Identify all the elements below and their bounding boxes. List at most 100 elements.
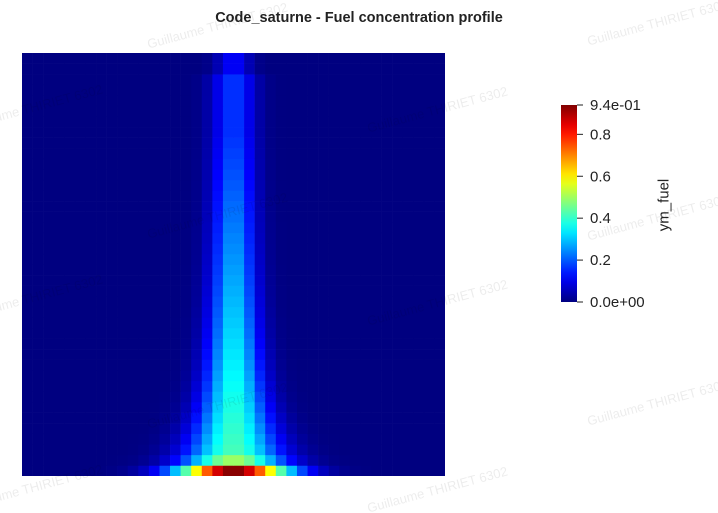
heatmap-cell [85, 95, 97, 107]
heatmap-cell [85, 401, 97, 413]
heatmap-cell [360, 285, 372, 297]
heatmap-cell [349, 190, 361, 202]
heatmap-cell [159, 370, 171, 382]
heatmap-cell [127, 296, 139, 308]
heatmap-cell [212, 391, 224, 403]
heatmap-cell [233, 296, 245, 308]
heatmap-cell [296, 285, 308, 297]
heatmap-cell [148, 211, 160, 223]
heatmap-cell [159, 444, 171, 456]
heatmap-cell [201, 211, 213, 223]
heatmap-cell [127, 401, 139, 413]
heatmap-cell [265, 327, 277, 339]
heatmap-cell [74, 370, 86, 382]
heatmap-cell [212, 349, 224, 360]
heatmap-cell [85, 53, 97, 64]
heatmap-cell [381, 95, 393, 107]
heatmap-cell [318, 401, 329, 413]
heatmap-cell [360, 148, 372, 160]
heatmap-cell [148, 433, 160, 445]
heatmap-cell [180, 317, 192, 329]
heatmap-cell [265, 264, 277, 276]
heatmap-cell [96, 201, 107, 212]
heatmap-cell [392, 148, 404, 160]
heatmap-cell [392, 179, 404, 191]
heatmap-cell [392, 243, 404, 255]
heatmap-cell [296, 380, 308, 392]
heatmap-cell [244, 264, 255, 276]
heatmap-cell [22, 285, 33, 297]
heatmap-cell [32, 391, 44, 403]
heatmap-cell [296, 401, 308, 413]
heatmap-cell [222, 454, 234, 466]
heatmap-cell [43, 338, 55, 350]
heatmap-cell [222, 53, 234, 64]
heatmap-cell [201, 285, 213, 297]
heatmap-cell [53, 253, 65, 265]
heatmap-cell [127, 370, 139, 382]
heatmap-cell [402, 211, 414, 223]
heatmap-cell [85, 338, 97, 350]
heatmap-cell [159, 74, 171, 86]
heatmap-cell [254, 359, 266, 371]
heatmap-cell [349, 211, 361, 223]
heatmap-cell [159, 349, 171, 360]
heatmap-cell [275, 264, 287, 276]
heatmap-cell [74, 275, 86, 286]
heatmap-cell [275, 95, 287, 107]
heatmap-cell [233, 253, 245, 265]
heatmap-cell [318, 179, 329, 191]
heatmap-cell [402, 380, 414, 392]
heatmap-cell [138, 338, 150, 350]
heatmap-cell [402, 264, 414, 276]
heatmap-cell [423, 179, 435, 191]
heatmap-cell [32, 190, 44, 202]
heatmap-cell [286, 105, 298, 117]
heatmap-cell [74, 148, 86, 160]
heatmap-cell [265, 444, 277, 456]
heatmap-cell [127, 412, 139, 424]
heatmap-cell [201, 454, 213, 466]
heatmap-cell [180, 105, 192, 117]
heatmap-cell [349, 423, 361, 435]
heatmap-cell [286, 264, 298, 276]
heatmap-cell [381, 243, 393, 255]
heatmap-cell [43, 116, 55, 128]
heatmap-cell [360, 391, 372, 403]
heatmap-cell [32, 349, 44, 360]
heatmap-cell [222, 380, 234, 392]
heatmap-cell [170, 158, 181, 170]
heatmap-cell [201, 243, 213, 255]
heatmap-cell [307, 401, 319, 413]
heatmap-cell [53, 285, 65, 297]
heatmap-cell [275, 327, 287, 339]
heatmap-cell [148, 232, 160, 244]
heatmap-cell [423, 211, 435, 223]
heatmap-cell [307, 317, 319, 329]
heatmap-cell [349, 201, 361, 212]
heatmap-cell [381, 201, 393, 212]
heatmap-cell [96, 105, 107, 117]
heatmap-cell [138, 190, 150, 202]
heatmap-cell [296, 179, 308, 191]
heatmap-cell [180, 95, 192, 107]
heatmap-cell [318, 105, 329, 117]
heatmap-cell [222, 137, 234, 149]
heatmap-cell [212, 454, 224, 466]
heatmap-cell [328, 391, 340, 403]
heatmap-cell [349, 349, 361, 360]
heatmap-cell [392, 116, 404, 128]
heatmap-cell [201, 53, 213, 64]
heatmap-cell [423, 433, 435, 445]
heatmap-cell [265, 127, 277, 138]
heatmap-cell [43, 327, 55, 339]
heatmap-cell [402, 306, 414, 318]
heatmap-cell [413, 285, 425, 297]
heatmap-cell [64, 253, 76, 265]
heatmap-cell [381, 137, 393, 149]
heatmap-cell [275, 275, 287, 286]
heatmap-cell [117, 285, 129, 297]
heatmap-cell [32, 53, 44, 64]
heatmap-cell [32, 232, 44, 244]
heatmap-cell [170, 222, 181, 234]
